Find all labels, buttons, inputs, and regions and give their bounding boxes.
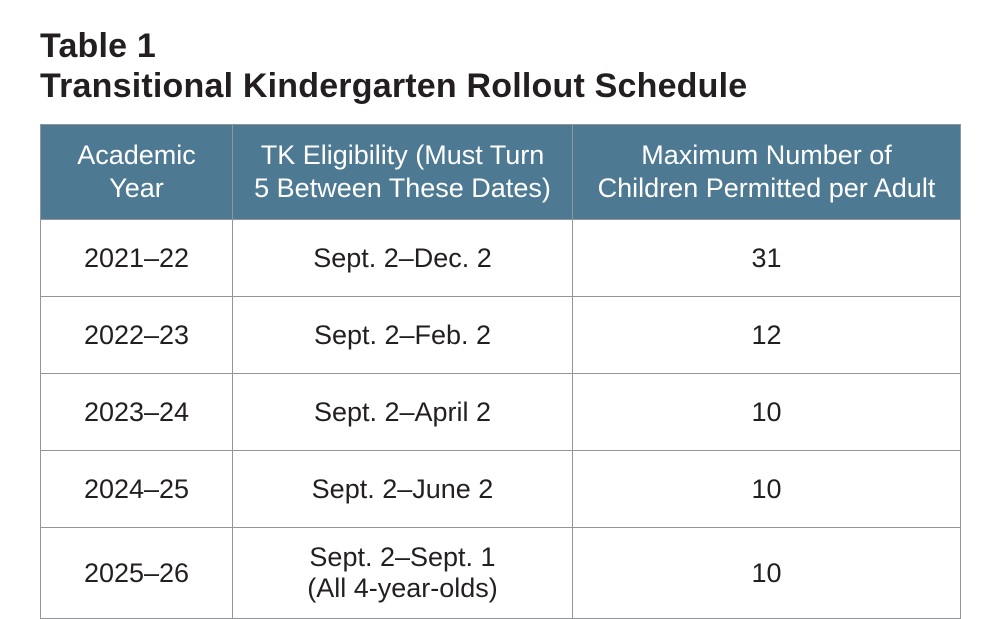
header-text: Maximum Number of — [641, 140, 892, 170]
table-number: Table 1 — [40, 26, 960, 66]
cell-text: Sept. 2–Sept. 1 — [309, 542, 495, 572]
header-text: TK Eligibility (Must Turn — [261, 140, 545, 170]
cell-ratio: 10 — [573, 528, 961, 619]
page: Table 1 Transitional Kindergarten Rollou… — [0, 0, 1000, 614]
cell-ratio: 31 — [573, 220, 961, 297]
cell-year: 2025–26 — [41, 528, 233, 619]
cell-ratio: 10 — [573, 451, 961, 528]
header-text: Children Permitted per Adult — [598, 173, 936, 203]
cell-ratio: 12 — [573, 297, 961, 374]
cell-ratio: 10 — [573, 374, 961, 451]
table-row: 2024–25 Sept. 2–June 2 10 — [41, 451, 961, 528]
cell-year: 2021–22 — [41, 220, 233, 297]
header-text: 5 Between These Dates) — [254, 173, 551, 203]
table-row: 2025–26 Sept. 2–Sept. 1 (All 4-year-olds… — [41, 528, 961, 619]
col-header-ratio: Maximum Number of Children Permitted per… — [573, 125, 961, 220]
cell-eligibility: Sept. 2–Sept. 1 (All 4-year-olds) — [233, 528, 573, 619]
col-header-eligibility: TK Eligibility (Must Turn 5 Between Thes… — [233, 125, 573, 220]
cell-year: 2023–24 — [41, 374, 233, 451]
cell-eligibility: Sept. 2–June 2 — [233, 451, 573, 528]
table-title: Transitional Kindergarten Rollout Schedu… — [40, 66, 960, 106]
col-header-academic-year: Academic Year — [41, 125, 233, 220]
cell-eligibility: Sept. 2–April 2 — [233, 374, 573, 451]
table-row: 2021–22 Sept. 2–Dec. 2 31 — [41, 220, 961, 297]
cell-year: 2024–25 — [41, 451, 233, 528]
cell-year: 2022–23 — [41, 297, 233, 374]
title-block: Table 1 Transitional Kindergarten Rollou… — [40, 26, 960, 106]
header-text: Year — [109, 173, 164, 203]
table-header-row: Academic Year TK Eligibility (Must Turn … — [41, 125, 961, 220]
cell-eligibility: Sept. 2–Feb. 2 — [233, 297, 573, 374]
table-row: 2023–24 Sept. 2–April 2 10 — [41, 374, 961, 451]
table-row: 2022–23 Sept. 2–Feb. 2 12 — [41, 297, 961, 374]
cell-text: (All 4-year-olds) — [307, 573, 498, 603]
cell-eligibility: Sept. 2–Dec. 2 — [233, 220, 573, 297]
header-text: Academic — [77, 140, 196, 170]
tk-rollout-table: Academic Year TK Eligibility (Must Turn … — [40, 124, 961, 619]
